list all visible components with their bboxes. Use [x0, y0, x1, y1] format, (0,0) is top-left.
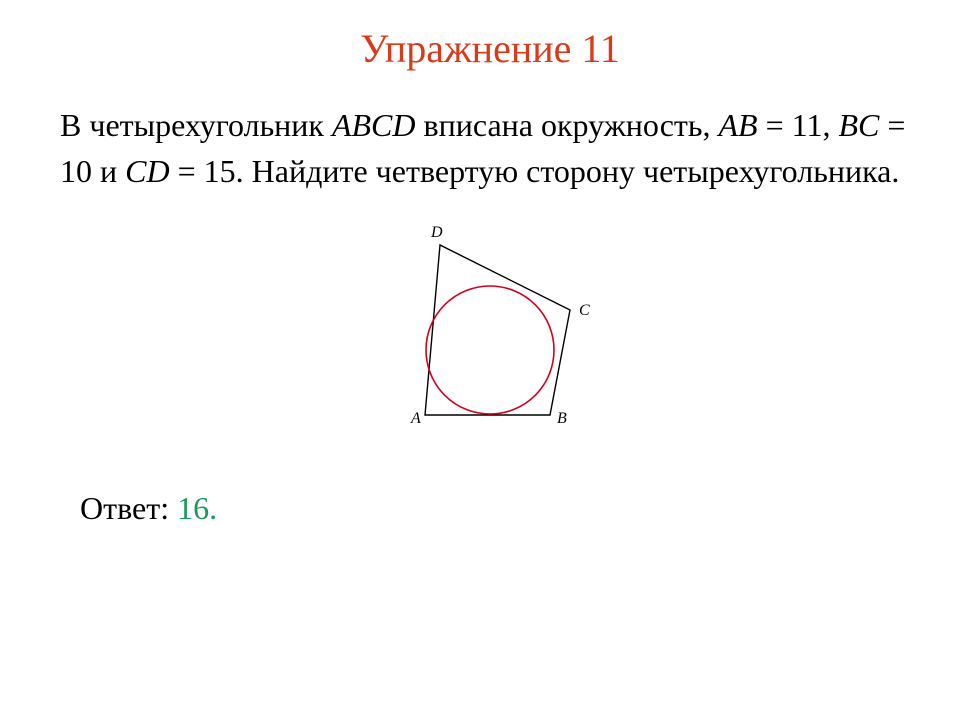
inscribed-circle	[426, 286, 554, 414]
val-bc: 10	[60, 153, 92, 189]
eq1: =	[758, 107, 792, 143]
problem-text: В четырехугольник ABCD вписана окружност…	[60, 102, 920, 195]
answer-line: Ответ: 16.	[80, 490, 920, 527]
text-prefix: В четырехугольник	[60, 107, 332, 143]
answer-label: Ответ:	[80, 490, 177, 526]
slide-title: Упражнение 11	[60, 25, 920, 72]
var-bc: BC	[838, 107, 879, 143]
figure-container: A B C D	[60, 215, 920, 460]
var-ab: AB	[719, 107, 758, 143]
eq3: =	[170, 153, 204, 189]
text-mid: вписана окружность,	[416, 107, 719, 143]
vertex-label-d: D	[430, 224, 443, 241]
slide: Упражнение 11 В четырехугольник ABCD впи…	[0, 0, 960, 720]
vertex-label-c: C	[579, 302, 590, 319]
geometry-diagram: A B C D	[365, 215, 615, 455]
val-ab: 11	[792, 107, 823, 143]
vertex-label-b: B	[557, 410, 567, 427]
val-cd: 15	[204, 153, 236, 189]
text-suffix: . Найдите четвертую сторону четырехуголь…	[236, 153, 900, 189]
quadrilateral	[425, 245, 570, 415]
vertex-label-a: A	[410, 410, 421, 427]
sep1: ,	[822, 107, 838, 143]
eq2: =	[879, 107, 905, 143]
var-abcd: ABCD	[332, 107, 416, 143]
answer-value: 16.	[177, 490, 217, 526]
and: и	[92, 153, 125, 189]
var-cd: CD	[125, 153, 169, 189]
